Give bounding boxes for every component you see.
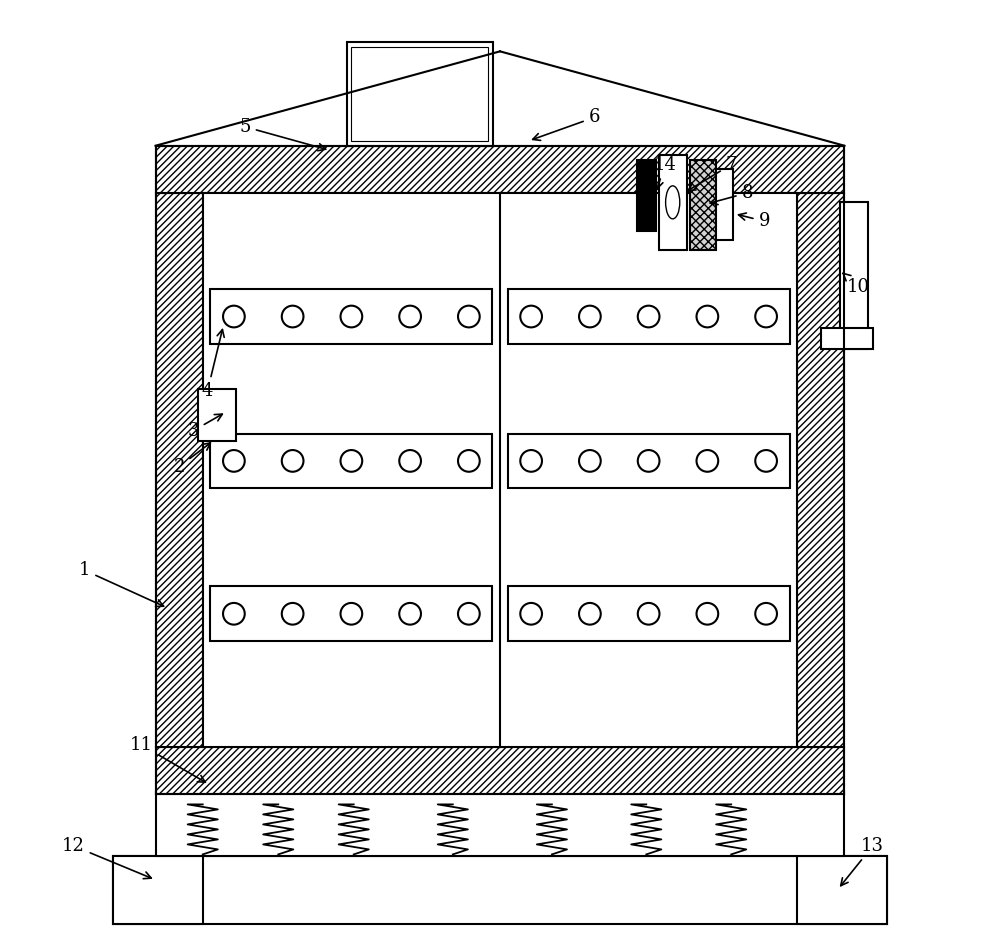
Ellipse shape [666,186,680,219]
Text: 5: 5 [240,118,326,150]
Bar [113,856,203,924]
Bar [210,289,492,344]
Bar [210,586,492,641]
Text: 3: 3 [188,414,222,440]
Bar [203,193,797,746]
Text: 7: 7 [688,155,737,190]
Bar [840,203,868,348]
Bar [156,792,844,856]
Bar [659,155,687,249]
Text: 8: 8 [710,184,753,205]
Bar [198,389,236,441]
Bar [156,146,844,193]
Bar [690,160,716,249]
Bar [821,327,873,348]
Text: 4: 4 [202,329,224,400]
Bar [716,169,733,240]
Text: 2: 2 [173,443,210,476]
Bar [508,289,790,344]
Bar [113,856,887,924]
Bar [797,193,844,746]
Text: 6: 6 [533,109,600,140]
Bar [347,42,493,146]
Bar [210,433,492,488]
Text: 12: 12 [62,837,151,879]
Text: 1: 1 [79,562,164,606]
Bar [637,160,656,230]
Text: 11: 11 [130,736,205,783]
Text: 13: 13 [841,837,884,885]
Bar [351,47,488,141]
Bar [508,586,790,641]
Bar [797,856,887,924]
Text: 14: 14 [654,155,677,188]
Bar [508,433,790,488]
Bar [156,746,844,794]
Text: 9: 9 [739,212,770,230]
Bar [156,193,203,746]
Text: 10: 10 [843,273,870,296]
